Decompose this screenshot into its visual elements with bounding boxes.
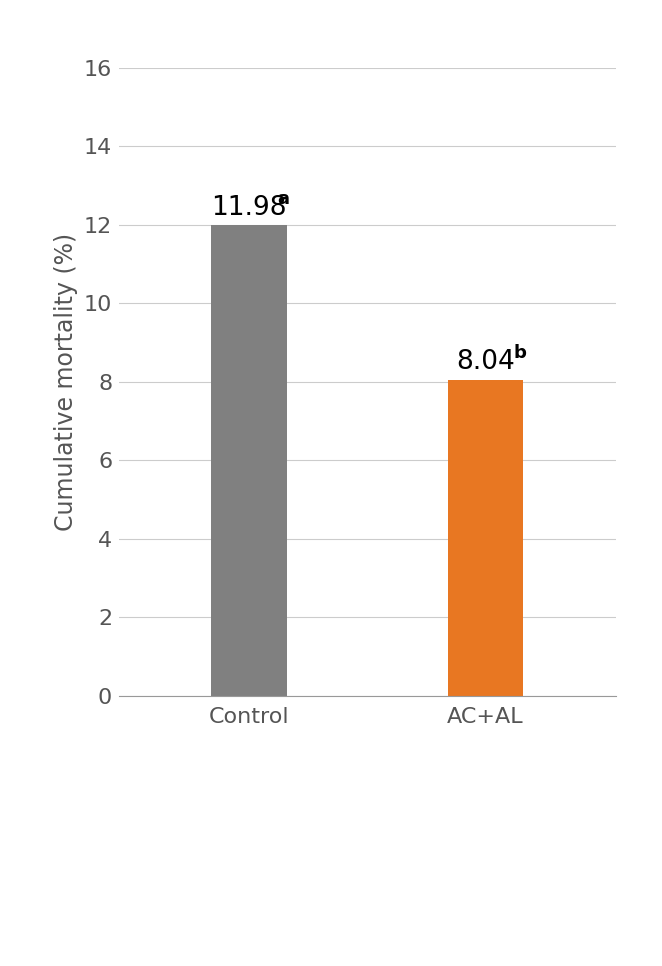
Text: b: b	[514, 344, 527, 362]
Bar	[448, 380, 524, 696]
Text: a: a	[277, 189, 289, 208]
Text: 8.04: 8.04	[456, 350, 515, 375]
Bar	[211, 225, 287, 696]
Y-axis label: Cumulative mortality (%): Cumulative mortality (%)	[54, 233, 78, 530]
Text: 11.98: 11.98	[211, 195, 287, 220]
